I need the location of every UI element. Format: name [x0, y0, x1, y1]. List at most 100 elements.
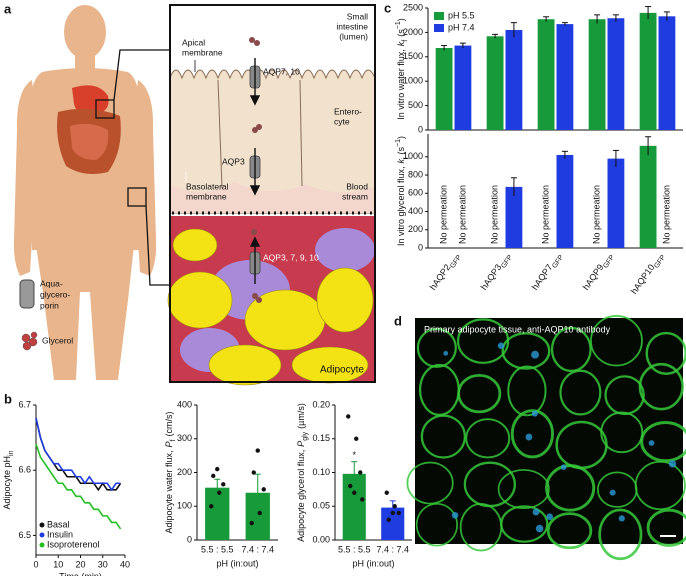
stain [525, 433, 533, 441]
y-tick-label: 0.05 [312, 501, 330, 511]
annotation: * [352, 450, 356, 460]
y-tick-label: 0 [418, 242, 423, 252]
bar [639, 145, 657, 248]
bar [486, 36, 504, 130]
legend-marker [39, 532, 45, 538]
category-name: hAQP9 [581, 263, 606, 293]
data-point [390, 510, 395, 516]
annotation: No permeation [661, 185, 671, 244]
cell-outline [500, 505, 549, 543]
cell-outline [638, 362, 684, 411]
bar [342, 473, 366, 540]
y-tick-label: 0 [187, 534, 192, 544]
y-axis-label-part: k [396, 41, 406, 46]
bar [505, 186, 523, 248]
cell-outline [600, 411, 644, 454]
y-tick-label: 2000 [403, 27, 423, 37]
y-axis-label-part: k [396, 159, 406, 164]
data-point [392, 504, 397, 509]
y-axis-label-part: (s [396, 146, 406, 154]
cell-outline [501, 332, 551, 370]
y-tick-label: 0.00 [312, 534, 330, 544]
micrograph-caption: Primary adipocyte tissue, anti-AQP10 ant… [424, 324, 611, 334]
data-point [358, 470, 363, 475]
diagram-label: intestine [336, 21, 368, 31]
legend-label: Isoproterenol [47, 539, 100, 549]
stain [497, 342, 505, 349]
data-point [215, 466, 220, 472]
y-axis-label-part: ) [396, 136, 406, 139]
y-tick-label: 400 [177, 399, 192, 409]
cell-outline [545, 464, 596, 512]
stain [532, 508, 540, 516]
data-point [261, 487, 266, 492]
category-subscript: GFP [654, 254, 668, 270]
y-axis-label-part: Adipocyte pH [2, 456, 12, 510]
y-axis-label-part: j [402, 157, 409, 160]
x-tick-label: 5.5 : 5.5 [201, 544, 234, 554]
diagram-label: Blood [346, 181, 368, 191]
bar [435, 48, 453, 130]
y-axis-label-part: −1 [395, 21, 402, 29]
panel-label: c [384, 0, 391, 15]
y-axis-label-part: Adipocyte water flux, [164, 450, 174, 533]
panel-label: a [4, 1, 12, 16]
x-tick-label: 5.5 : 5.5 [338, 544, 371, 554]
y-tick-label: 6.5 [18, 530, 31, 540]
cell-outline [559, 369, 602, 416]
category-name: hAQP3 [479, 263, 504, 293]
diagram-label: Entero- [334, 106, 362, 116]
y-tick-label: 0.20 [312, 399, 330, 409]
cell-outline [590, 315, 643, 367]
bar [505, 29, 523, 130]
y-axis-label-part: P [164, 441, 174, 447]
diagram-label: glycero- [40, 289, 70, 299]
category-name: hAQP10 [629, 263, 657, 297]
cell-outline [510, 409, 555, 459]
line-series [35, 443, 122, 530]
legend-marker [39, 542, 45, 548]
y-tick-label: 2500 [403, 2, 423, 12]
data-point [384, 490, 389, 495]
y-tick-label: 200 [177, 467, 192, 477]
bar [556, 24, 574, 130]
stain [531, 410, 538, 417]
legend-swatch [434, 12, 444, 20]
annotation: No permeation [489, 185, 499, 244]
panel-label: b [4, 391, 12, 406]
legend-label: Basal [47, 519, 70, 529]
diagram-label: porin [40, 300, 59, 310]
data-point [348, 483, 353, 489]
cell-outline [416, 327, 457, 368]
category-subscript: GFP [501, 254, 515, 270]
data-point [257, 510, 262, 516]
y-axis-label: Adipocyte pHin [2, 450, 15, 509]
y-axis-label: In vitro glycerol flux, kj (s−1) [395, 136, 409, 246]
category-subscript: GFP [603, 254, 617, 270]
data-point [386, 517, 391, 522]
y-tick-label: 1500 [403, 51, 423, 61]
x-tick-label: 7.4 : 7.4 [376, 544, 409, 554]
stain [451, 511, 459, 519]
legend-marker [39, 522, 45, 528]
diagram-label: membrane [186, 191, 227, 201]
category-name: hAQP7 [530, 263, 555, 293]
bar [588, 19, 606, 130]
zoom-boxes [95, 49, 170, 286]
cell-outline [507, 365, 547, 417]
x-tick-label: 0 [33, 559, 38, 569]
bar [607, 158, 625, 248]
cell-outline [406, 461, 454, 505]
cell-outline [415, 502, 459, 547]
data-point [360, 497, 365, 502]
stain [668, 460, 677, 468]
line-series [35, 417, 121, 492]
stain [531, 350, 540, 359]
cell-outline [497, 469, 550, 510]
x-tick-label: 7.4 : 7.4 [241, 544, 274, 554]
data-point [209, 504, 214, 509]
y-tick-label: 0.10 [312, 467, 330, 477]
data-point [255, 448, 260, 453]
x-tick-label: hAQP3GFP [479, 251, 515, 294]
